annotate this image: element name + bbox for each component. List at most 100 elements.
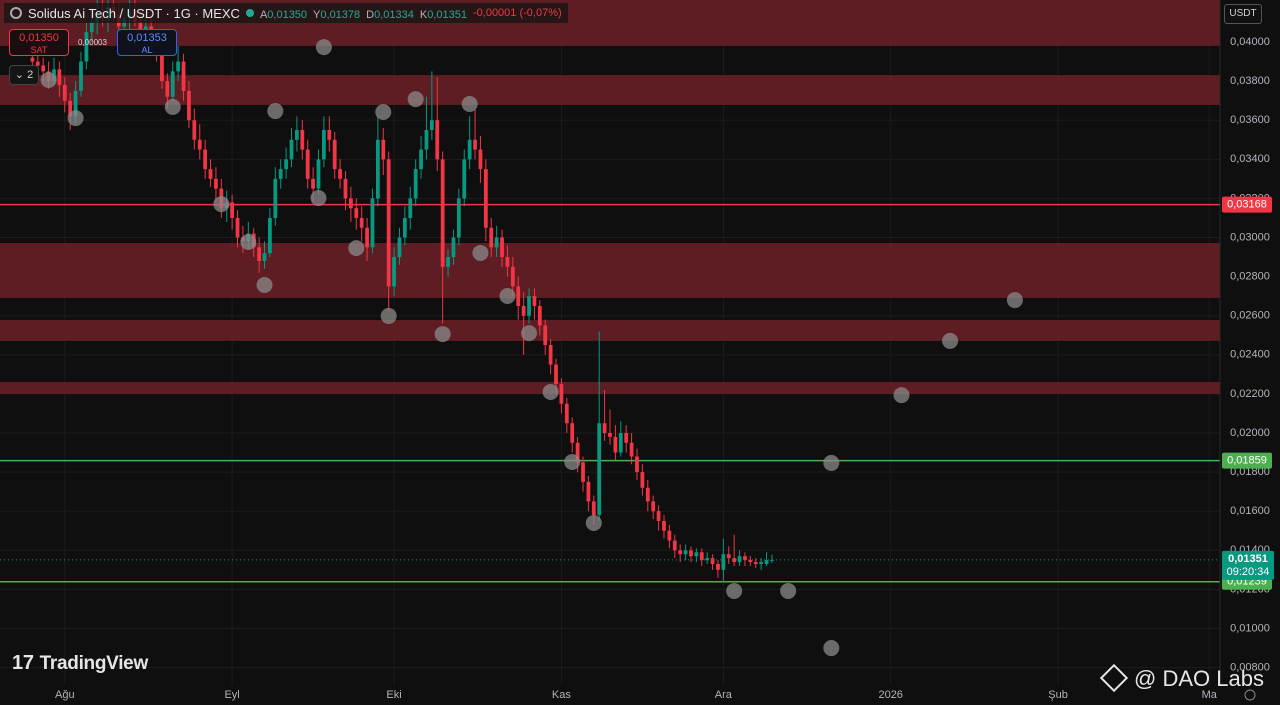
candle-body <box>716 563 720 570</box>
candle-body <box>672 540 677 551</box>
countdown: 09:20:34 <box>1227 566 1270 578</box>
x-tick-label: Ağu <box>55 689 75 701</box>
candle-body <box>262 253 267 261</box>
candle-body <box>737 556 742 563</box>
candle-body <box>629 442 634 457</box>
candle-body <box>84 32 89 62</box>
candle-body <box>278 169 283 179</box>
candle-body <box>375 139 380 199</box>
candle-body <box>197 139 202 150</box>
currency-select[interactable]: USDT <box>1224 4 1262 24</box>
candle-body <box>678 550 683 555</box>
candle-body <box>419 149 423 170</box>
candle-body <box>160 51 164 82</box>
ohlc-item: K0,01351 <box>420 6 467 21</box>
candle-body <box>73 90 78 117</box>
annotation-marker <box>942 332 959 349</box>
candle-body <box>343 178 348 199</box>
candle-body <box>467 139 472 160</box>
ohlc-key: D <box>366 8 375 21</box>
candle-body <box>640 472 645 488</box>
symbol-logo <box>10 7 22 19</box>
settings-icon[interactable] <box>1244 689 1256 701</box>
resistance-zone <box>0 75 1220 105</box>
ohlc-item: A0,01350 <box>260 6 307 21</box>
y-tick-label: 0,03600 <box>1230 114 1270 126</box>
annotation-marker <box>521 325 538 342</box>
candle-body <box>770 559 774 561</box>
last-price-badge <box>1222 550 1274 580</box>
candle-body <box>327 130 332 140</box>
candle-body <box>397 237 402 258</box>
candle-body <box>532 296 537 306</box>
annotation-marker <box>461 96 478 113</box>
candle-body <box>748 560 753 563</box>
candle-body <box>386 159 391 287</box>
candle-body <box>500 237 504 258</box>
y-tick-label: 0,00800 <box>1230 662 1270 674</box>
price-badge <box>1222 196 1272 213</box>
annotation-marker <box>164 98 181 115</box>
candle-body <box>170 71 175 97</box>
annotation-marker <box>348 240 365 257</box>
candle-body <box>527 296 531 316</box>
resistance-zone <box>0 320 1220 341</box>
candle-body <box>257 247 262 261</box>
candle-body <box>564 403 569 424</box>
annotation-marker <box>67 110 84 127</box>
y-tick-label: 0,01000 <box>1230 622 1270 634</box>
candle-body <box>359 217 364 228</box>
candle-body <box>176 61 181 72</box>
candle-body <box>392 257 396 287</box>
candle-body <box>408 198 413 218</box>
candle-body <box>726 554 731 559</box>
ohlc-value: 0,01351 <box>427 8 467 21</box>
candle-body <box>203 149 208 170</box>
candle-body <box>462 159 467 199</box>
candle-body <box>586 481 591 502</box>
candle-body <box>300 130 305 150</box>
candle-body <box>683 550 688 555</box>
candle-body <box>338 169 342 179</box>
buy-button[interactable]: 0,01353 AL <box>117 29 177 56</box>
candle-body <box>667 530 672 541</box>
candle-body <box>764 560 769 564</box>
sell-button[interactable]: 0,01350 SAT <box>9 29 69 56</box>
candle-body <box>575 442 580 463</box>
candle-body <box>489 227 494 248</box>
x-tick-label: Eki <box>386 689 401 701</box>
annotation-marker <box>472 244 489 261</box>
buy-price: 0,01353 <box>127 32 167 44</box>
y-tick-label: 0,04000 <box>1230 36 1270 48</box>
candle-body <box>354 208 359 218</box>
candle-body <box>429 120 434 131</box>
candle-body <box>165 81 170 97</box>
status-dot <box>245 9 254 17</box>
candle-body <box>624 433 629 443</box>
last-price-label: 0,01351 <box>1228 553 1268 565</box>
candle-body <box>295 130 299 140</box>
y-tick-label: 0,03800 <box>1230 75 1270 87</box>
annotation-marker <box>726 582 743 599</box>
candle-body <box>570 423 575 443</box>
plot-background <box>0 0 1220 685</box>
candle-body <box>230 202 235 218</box>
candle-body <box>662 520 666 531</box>
candle-body <box>743 556 747 561</box>
candle-body <box>602 423 607 434</box>
candle-body <box>35 61 40 66</box>
annotation-marker <box>213 196 230 213</box>
candle-body <box>537 305 542 326</box>
indicator-toggle[interactable]: ⌄ 2 <box>9 65 39 85</box>
candle-body <box>732 558 737 563</box>
candle-body <box>273 178 278 218</box>
candle-body <box>181 61 186 91</box>
annotation-marker <box>780 582 797 599</box>
ohlc-key: K <box>419 8 428 21</box>
ohlc-key: A <box>259 8 268 21</box>
symbol-title[interactable]: Solidus Ai Tech / USDT · 1G · MEXC <box>28 5 240 21</box>
y-tick-label: 0,03000 <box>1230 231 1270 243</box>
x-tick-label: Kas <box>552 689 571 701</box>
candle-body <box>41 65 46 72</box>
candle-body <box>192 120 197 140</box>
